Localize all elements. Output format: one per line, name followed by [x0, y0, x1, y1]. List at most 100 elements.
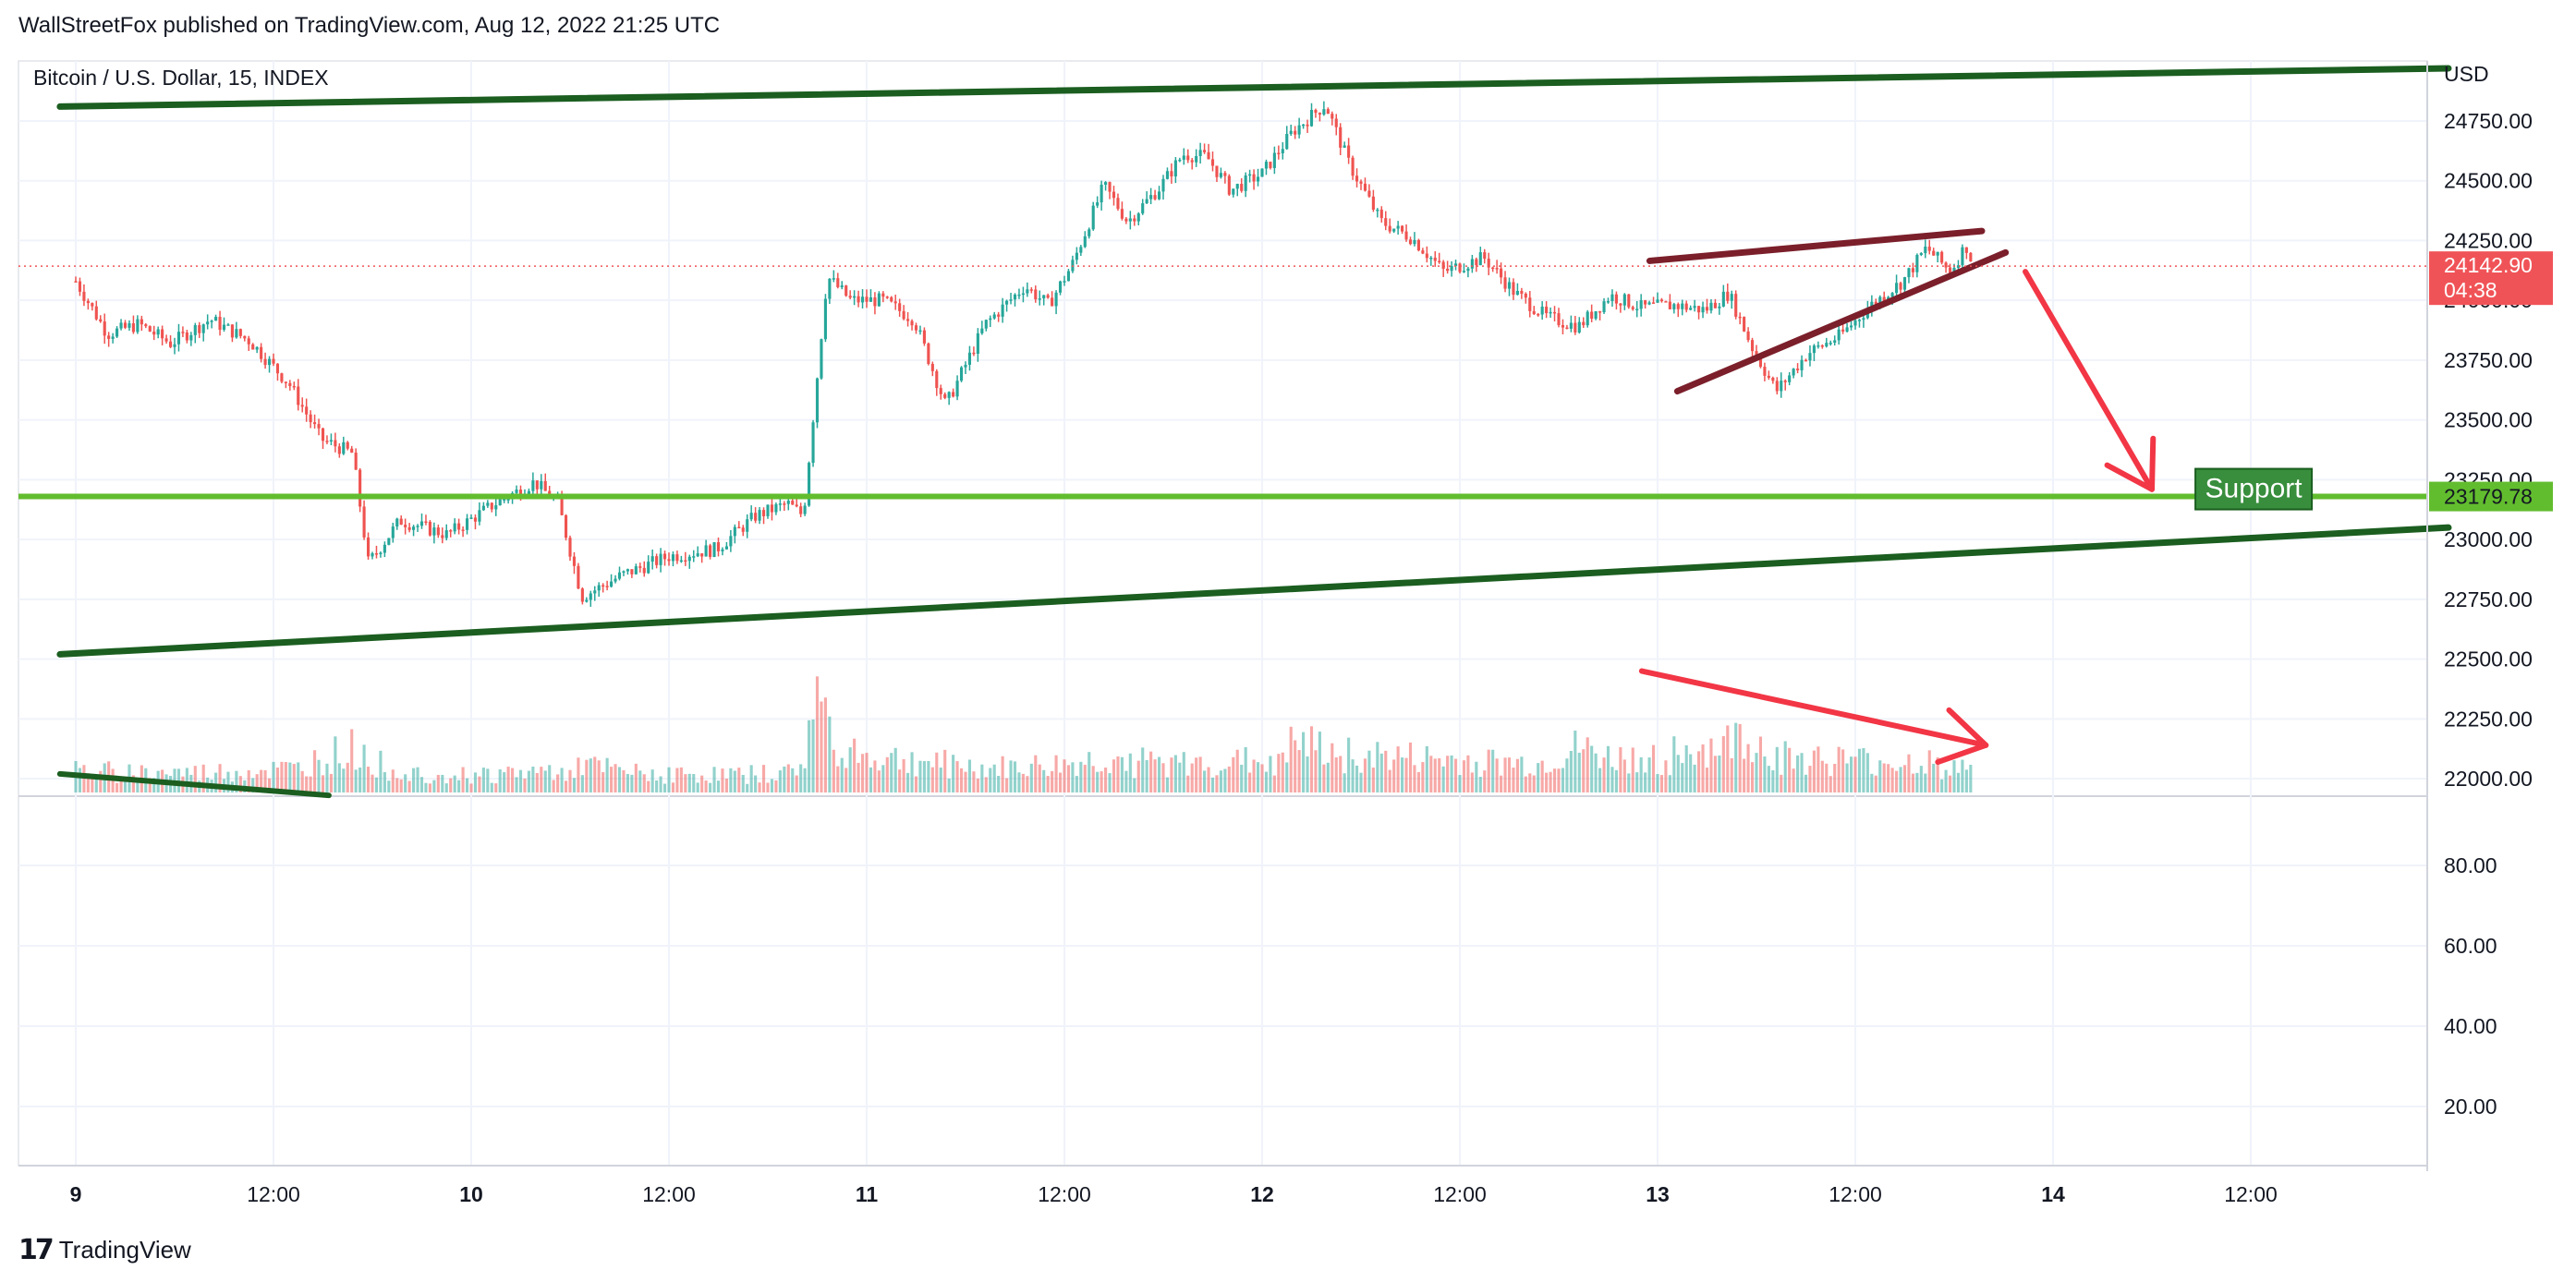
candle-body [543, 480, 547, 491]
volume-bar [94, 776, 98, 792]
volume-bar [1013, 761, 1017, 792]
volume-bar [1297, 750, 1301, 792]
candle-body [803, 505, 807, 514]
candle-body [1149, 195, 1153, 200]
candle-body [1108, 182, 1112, 192]
volume-bar [1173, 755, 1177, 792]
candle-body [1672, 304, 1676, 309]
candle-body [823, 298, 827, 340]
candle-body [1416, 239, 1420, 251]
volume-bar [622, 769, 626, 792]
volume-bar [634, 763, 638, 792]
volume-bar [1849, 756, 1853, 792]
volume-bar [1235, 749, 1239, 792]
volume-bar [1470, 772, 1474, 792]
volume-bar [704, 780, 708, 792]
candle-body [1515, 290, 1519, 296]
candle-body [1890, 293, 1894, 297]
candle-body [201, 324, 205, 333]
volume-bar [906, 772, 910, 792]
candle-body [1347, 145, 1351, 158]
volume-bar [1416, 771, 1420, 792]
candle-body [935, 370, 939, 389]
volume-bar [428, 783, 431, 792]
volume-bar [1837, 746, 1841, 792]
volume-bar [1964, 769, 1968, 792]
volume-bar [679, 767, 683, 792]
volume-bar [823, 697, 827, 792]
volume-bar [1379, 753, 1383, 792]
candle-body [1190, 160, 1194, 163]
candle-body [1441, 261, 1445, 270]
volume-bar [1743, 758, 1746, 792]
volume-bar [1540, 760, 1544, 792]
candle-body [650, 556, 654, 562]
footer-logo[interactable]: 17 TradingView [18, 1234, 191, 1266]
current-price-value: 24142.90 [2444, 253, 2533, 277]
volume-bar [964, 771, 967, 792]
volume-bar [498, 769, 502, 792]
candle-body [131, 323, 135, 333]
volume-bar [531, 767, 535, 792]
candle-body [321, 428, 325, 441]
volume-bar [1825, 763, 1829, 792]
volume-bar [1755, 753, 1758, 792]
candle-body [1825, 343, 1829, 347]
volume-bar [123, 780, 128, 792]
candle-body [1841, 329, 1845, 332]
volume-bar [1952, 760, 1956, 792]
candle-body [1376, 209, 1379, 212]
candle-body [1401, 225, 1404, 232]
candle-body [1911, 268, 1914, 272]
volume-bar [1902, 765, 1907, 792]
volume-bar [828, 716, 832, 792]
volume-bar [1644, 772, 1647, 792]
candle-body [527, 490, 530, 495]
candle-body [1574, 322, 1577, 333]
volume-bar [1672, 736, 1676, 792]
volume-bar [692, 774, 696, 792]
volume-bar [82, 765, 86, 792]
candle-body [1718, 306, 1721, 308]
candle-body [1656, 299, 1659, 303]
volume-bar [152, 778, 156, 792]
volume-bar [1223, 768, 1227, 792]
candle-body [634, 566, 638, 574]
candle-body [506, 499, 510, 501]
candle-body [1046, 295, 1050, 298]
candle-body [412, 526, 416, 530]
candle-body [1491, 267, 1495, 270]
candle-body [811, 422, 815, 464]
bearish-arrow-head [2149, 435, 2157, 492]
candle-body [247, 338, 250, 345]
candle-body [1450, 265, 1453, 272]
candle-body [1425, 253, 1428, 259]
volume-bar [1783, 741, 1787, 792]
volume-bar [1622, 759, 1626, 792]
candle-body [1009, 299, 1013, 301]
candle-body [1248, 174, 1252, 176]
candle-body [1948, 267, 1952, 275]
volume-bar [1718, 755, 1721, 792]
volume-bar [1780, 774, 1783, 792]
volume-bar [1713, 756, 1717, 792]
volume-bar [1269, 756, 1272, 792]
volume-bar [1165, 777, 1170, 792]
volume-bar [412, 768, 416, 792]
volume-bar [1367, 750, 1371, 792]
volume-bar [761, 765, 766, 792]
candle-body [1396, 225, 1400, 229]
volume-bar [1932, 763, 1936, 792]
candle-body [74, 281, 78, 283]
volume-bar [808, 720, 811, 792]
candle-body [976, 333, 979, 354]
candle-body [1235, 184, 1239, 189]
volume-bar [1788, 747, 1792, 792]
volume-bar [1355, 765, 1359, 792]
volume-bar [898, 769, 902, 792]
candle-body [1833, 340, 1837, 344]
volume-bar [972, 771, 976, 792]
volume-bar [556, 774, 560, 792]
candle-body [885, 296, 889, 298]
